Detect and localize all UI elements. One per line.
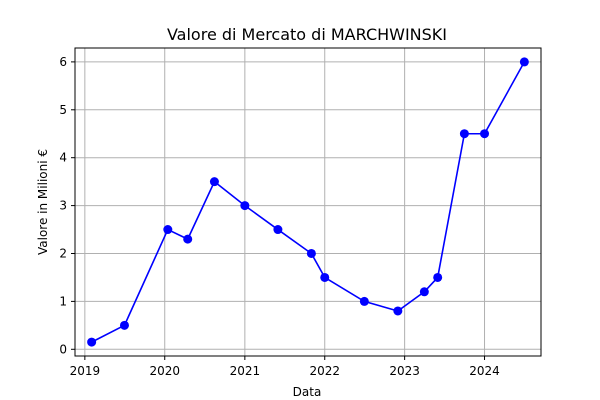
series-line (91, 61, 526, 343)
plot-area-frame (74, 47, 542, 357)
y-tick-label: 3 (59, 199, 67, 213)
data-point (393, 306, 403, 316)
axis-ticks: 2019 2020 2021 2022 2023 2024 0 1 2 3 4 5 6 (59, 55, 499, 378)
x-tick-label: 2023 (389, 364, 420, 378)
data-point (419, 287, 429, 297)
data-point (163, 225, 173, 235)
y-tick-label: 6 (59, 55, 67, 69)
y-axis-label: Valore in Milioni € (36, 149, 50, 255)
data-point (519, 57, 529, 67)
grid-lines (75, 48, 541, 356)
x-tick-label: 2020 (149, 364, 180, 378)
data-point (320, 272, 330, 282)
x-tick-label: 2021 (230, 364, 261, 378)
data-point (209, 177, 219, 187)
y-tick-label: 4 (59, 151, 67, 165)
data-point (359, 296, 369, 306)
data-point (273, 225, 283, 235)
x-tick-label: 2024 (469, 364, 500, 378)
data-point (119, 320, 129, 330)
x-tick-label: 2019 (70, 364, 101, 378)
data-point (459, 129, 469, 139)
data-point (240, 201, 250, 211)
data-point (306, 248, 316, 258)
x-tick-label: 2022 (309, 364, 340, 378)
series-layer (87, 57, 529, 347)
y-tick-label: 2 (59, 246, 67, 260)
data-point (183, 234, 193, 244)
data-point (87, 337, 97, 347)
y-tick-label: 1 (59, 294, 67, 308)
data-point (433, 272, 443, 282)
x-axis-label: Data (293, 385, 322, 399)
data-point (480, 129, 490, 139)
y-tick-label: 0 (59, 342, 67, 356)
chart-title: Valore di Mercato di MARCHWINSKI (167, 25, 447, 44)
y-tick-label: 5 (59, 103, 67, 117)
